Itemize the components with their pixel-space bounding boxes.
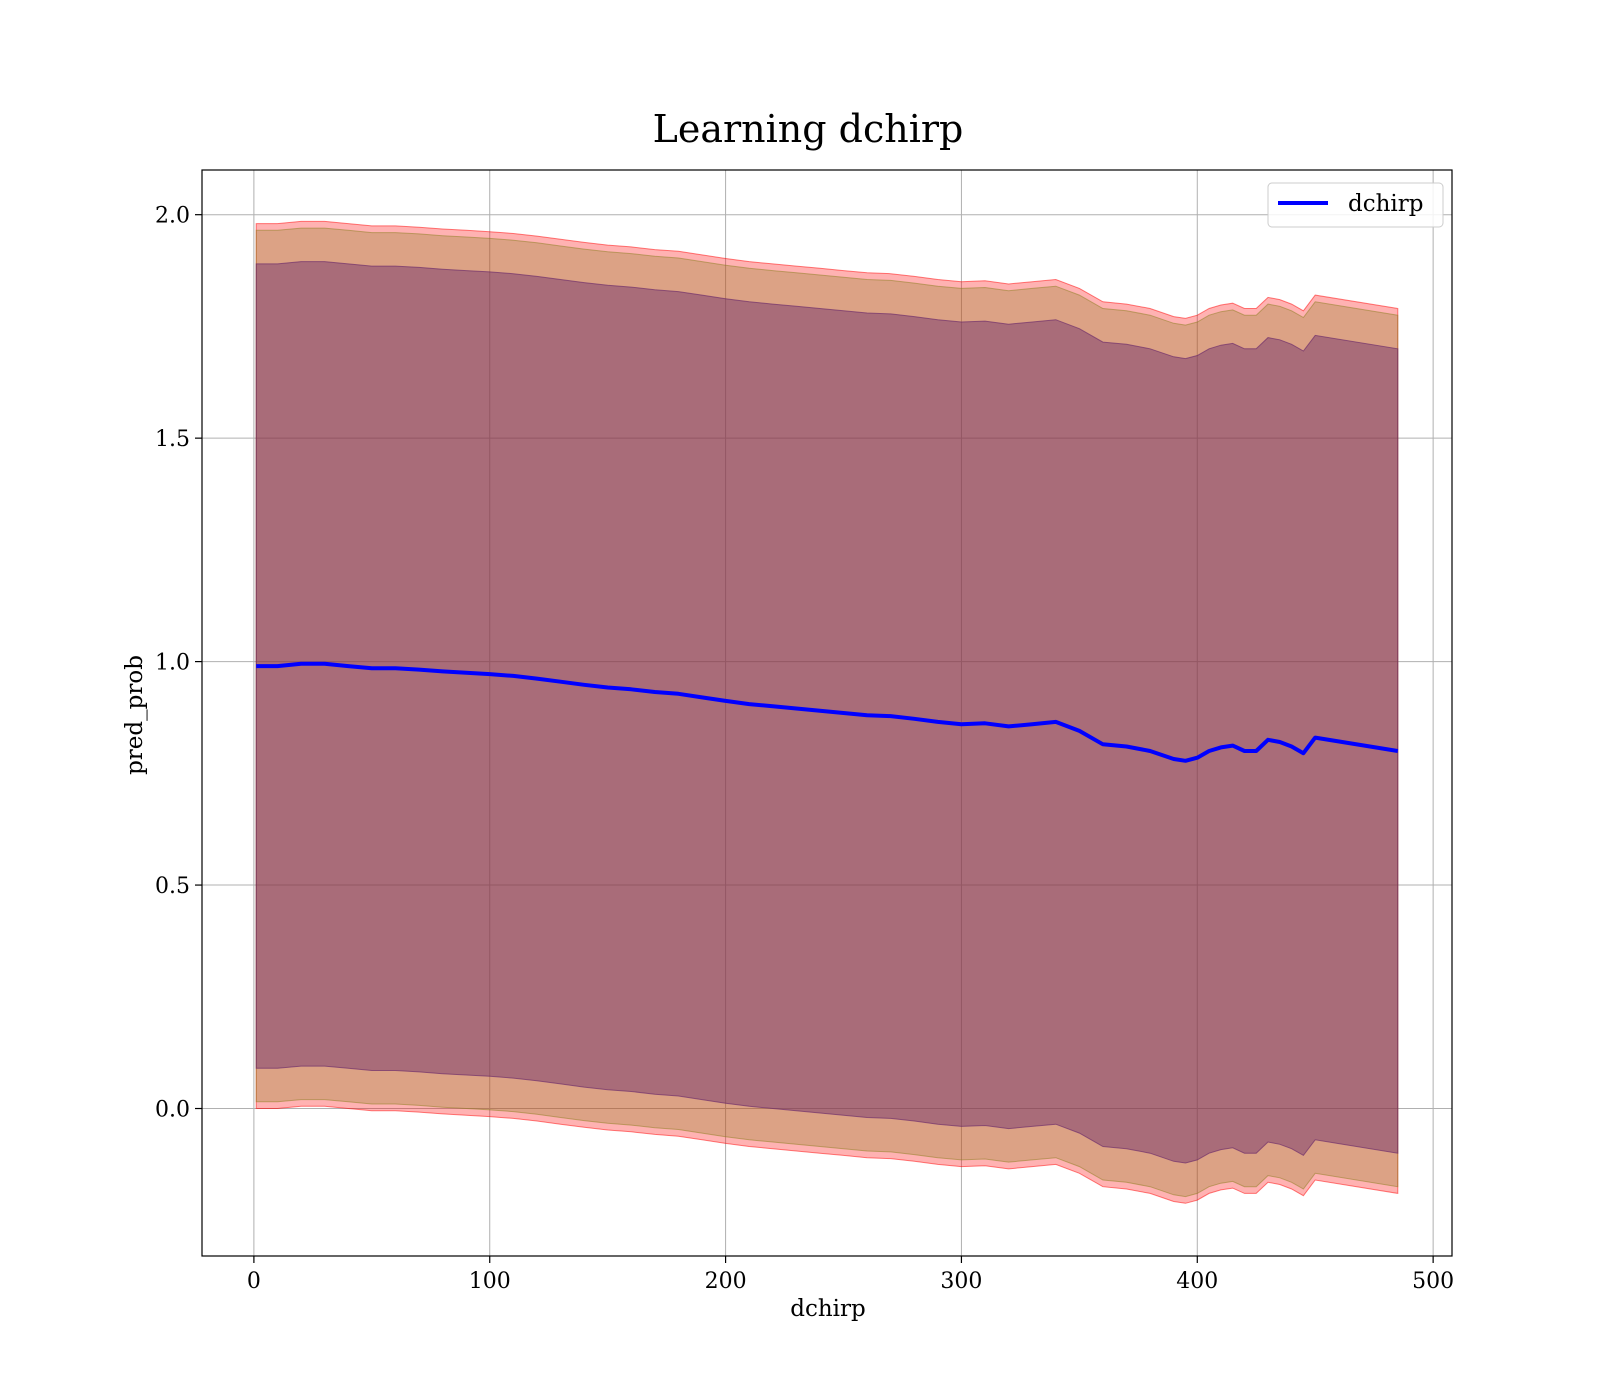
legend: dchirp (1267, 182, 1444, 228)
chart-title: Learning dchirp (653, 107, 964, 151)
x-axis-ticks: 0 100 200 300 400 500 (247, 1256, 1454, 1294)
y-tick-label: 1.5 (155, 427, 190, 452)
x-tick-label: 300 (940, 1269, 982, 1294)
y-axis-label: pred_prob (122, 655, 148, 775)
grid (202, 170, 1452, 1256)
y-tick-label: 2.0 (155, 204, 190, 229)
y-axis-ticks: 0.0 0.5 1.0 1.5 2.0 (155, 204, 202, 1123)
legend-box (1267, 182, 1444, 228)
y-tick-label: 0.0 (155, 1098, 190, 1123)
x-tick-label: 500 (1412, 1269, 1454, 1294)
series-lines (256, 661, 1399, 763)
plot-frame (201, 169, 1453, 1257)
series-line-dchirp (256, 661, 1399, 763)
x-axis-label: dchirp (790, 1296, 866, 1322)
x-tick-label: 100 (469, 1269, 511, 1294)
y-tick-label: 1.0 (155, 651, 190, 676)
y-tick-label: 0.5 (155, 874, 190, 899)
x-tick-label: 200 (705, 1269, 747, 1294)
x-tick-label: 0 (247, 1269, 261, 1294)
legend-entry-label: dchirp (1348, 191, 1424, 217)
x-tick-label: 400 (1176, 1269, 1218, 1294)
